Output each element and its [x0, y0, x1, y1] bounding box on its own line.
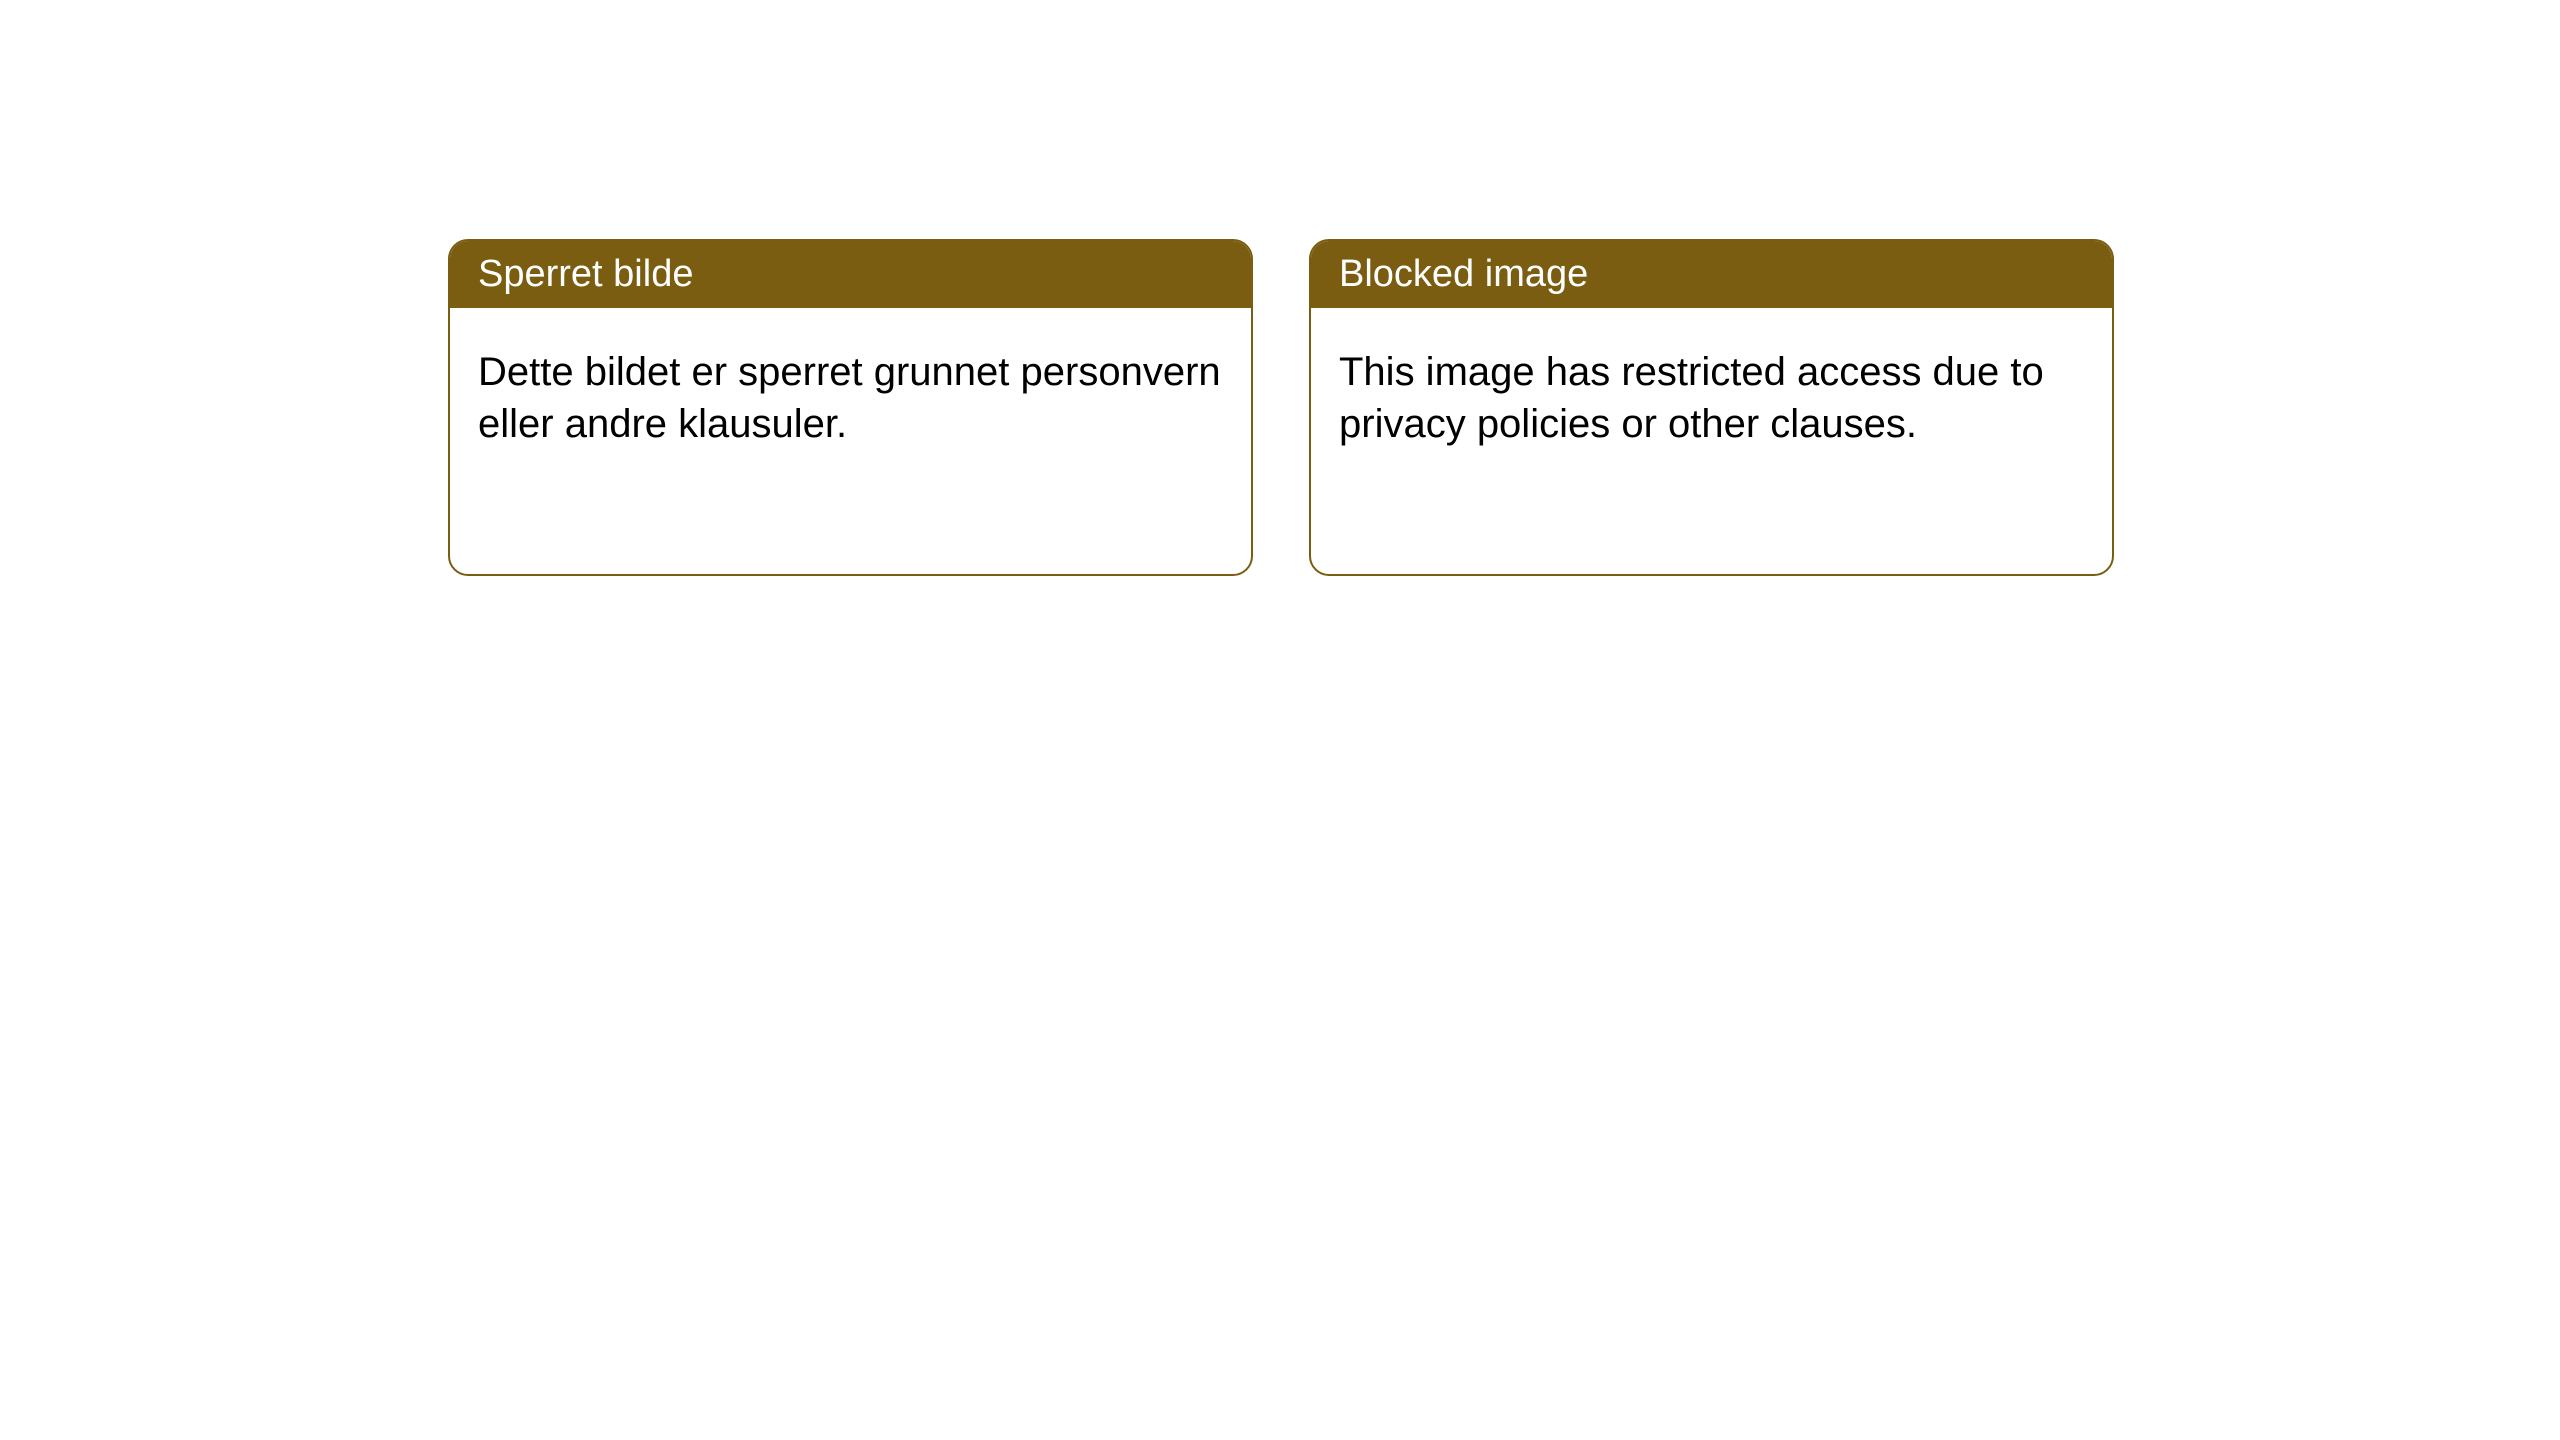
- notice-card-norwegian: Sperret bilde Dette bildet er sperret gr…: [448, 239, 1253, 576]
- notice-header: Blocked image: [1311, 241, 2112, 308]
- notice-body: This image has restricted access due to …: [1311, 308, 2112, 488]
- notice-card-english: Blocked image This image has restricted …: [1309, 239, 2114, 576]
- notice-container: Sperret bilde Dette bildet er sperret gr…: [448, 239, 2114, 576]
- notice-header: Sperret bilde: [450, 241, 1251, 308]
- notice-body: Dette bildet er sperret grunnet personve…: [450, 308, 1251, 488]
